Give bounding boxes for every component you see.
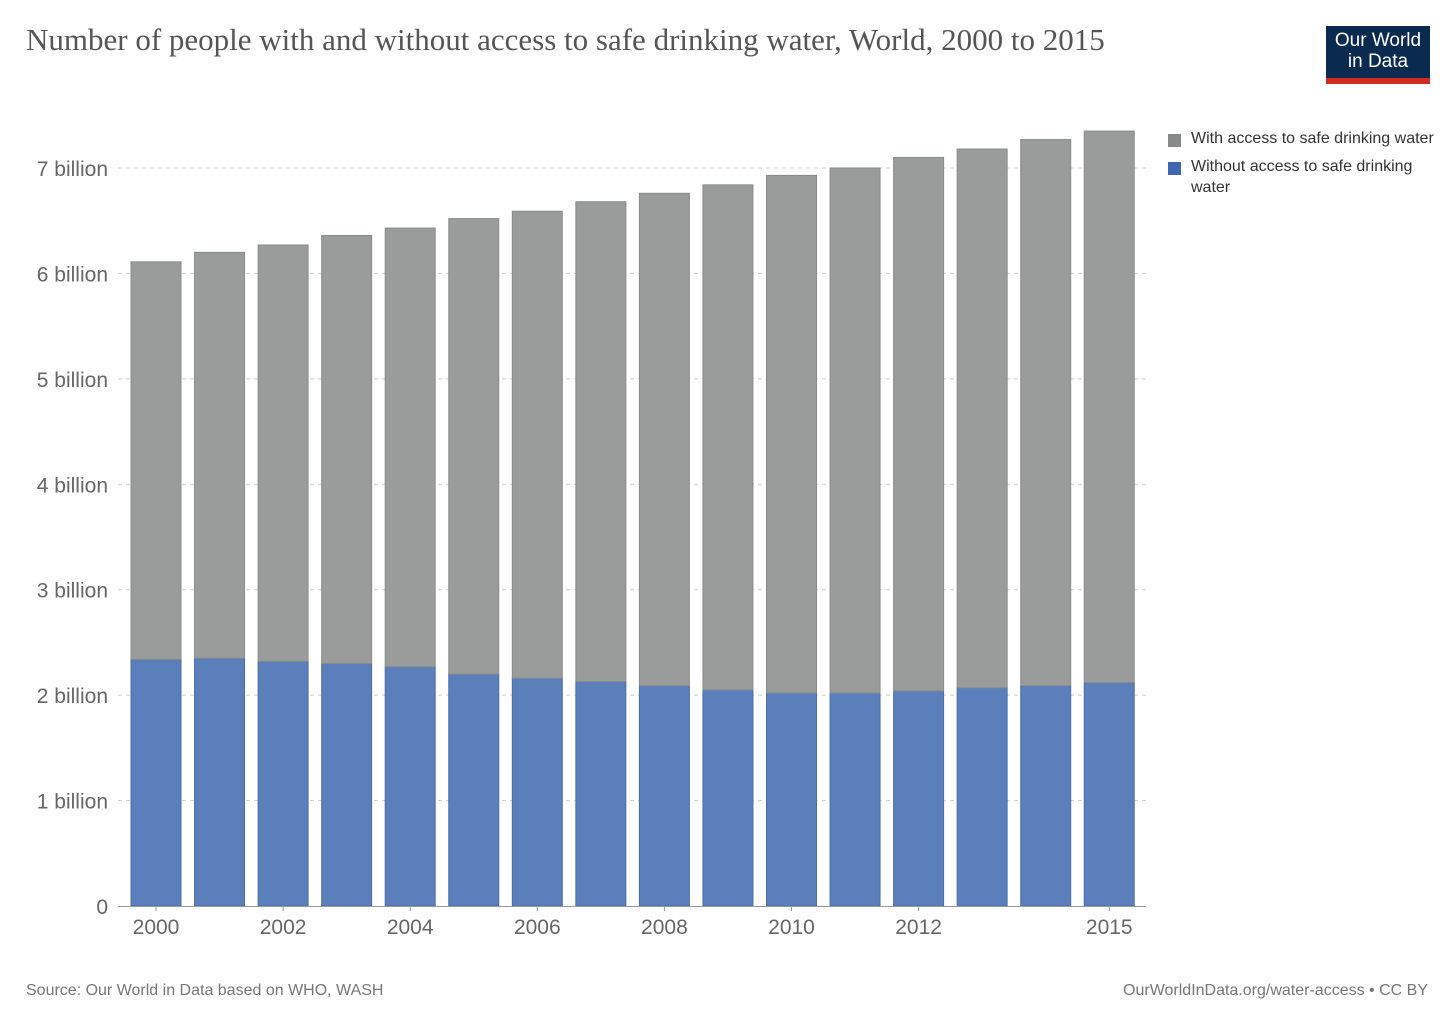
legend-label: Without access to safe drinking water [1191,158,1413,196]
bar-2014-with-access [1020,139,1072,687]
y-tick-label: 5 billion [37,369,108,392]
bar-2000-without-access [130,658,182,907]
bar-2006-without-access [511,677,563,907]
bar-2004-with-access [384,227,436,668]
bar-2005-without-access [448,673,500,907]
bar-2006-with-access [511,210,563,679]
bar-2007-without-access [575,680,627,907]
x-tick-label: 2000 [133,916,180,939]
legend-swatch-gray [1168,134,1181,147]
y-tick-label: 4 billion [37,474,108,497]
bar-2008-with-access [638,192,690,687]
footer-url[interactable]: OurWorldInData.org/water-access • CC BY [1123,982,1428,999]
bar-2008-without-access [638,685,690,907]
x-tick-label: 2012 [895,916,942,939]
x-tick-label: 2010 [768,916,815,939]
bar-2010-without-access [766,692,817,907]
bar-2009-with-access [702,184,754,691]
bar-2003-without-access [321,663,373,907]
bar-2015-without-access [1083,681,1135,907]
bar-2012-without-access [893,690,945,907]
y-tick-label: 1 billion [37,791,108,814]
bar-2013-with-access [956,148,1008,689]
y-tick-label: 3 billion [37,580,108,603]
bar-2015-with-access [1083,130,1135,683]
legend-label: With access to safe drinking water [1191,130,1434,147]
x-tick-label: 2002 [260,916,307,939]
legend: With access to safe drinking water Witho… [1168,128,1448,205]
bar-2000-with-access [130,261,182,660]
owid-logo[interactable]: Our World in Data [1326,26,1430,84]
bar-2001-without-access [194,657,246,907]
bar-2005-with-access [448,218,500,675]
y-tick-label: 2 billion [37,685,108,708]
y-tick-label: 7 billion [37,158,108,181]
chart-title: Number of people with and without access… [26,22,1105,57]
x-tick-label: 2008 [641,916,688,939]
bar-2012-with-access [893,156,945,692]
y-tick-label: 6 billion [37,263,108,286]
bar-2011-with-access [829,167,881,694]
source-note: Source: Our World in Data based on WHO, … [26,982,384,999]
legend-item-with-access[interactable]: With access to safe drinking water [1168,128,1448,149]
bar-2003-with-access [321,234,373,665]
x-tick-label: 2006 [514,916,561,939]
bar-2009-without-access [702,689,754,907]
bar-2013-without-access [956,687,1008,907]
bar-2011-without-access [829,692,881,907]
bar-2004-without-access [384,666,436,907]
bar-2007-with-access [575,201,627,682]
bar-2002-with-access [257,244,309,662]
y-tick-label: 0 [96,896,108,919]
bar-2001-with-access [194,251,246,659]
logo-line1: Our World [1334,30,1422,51]
bar-2010-with-access [766,174,817,694]
x-tick-label: 2015 [1086,916,1133,939]
bar-2014-without-access [1020,685,1072,907]
bar-2002-without-access [257,660,309,907]
logo-line2: in Data [1347,51,1409,72]
x-tick-label: 2004 [387,916,434,939]
legend-item-without-access[interactable]: Without access to safe drinking water [1168,156,1448,198]
legend-swatch-blue [1168,162,1181,175]
